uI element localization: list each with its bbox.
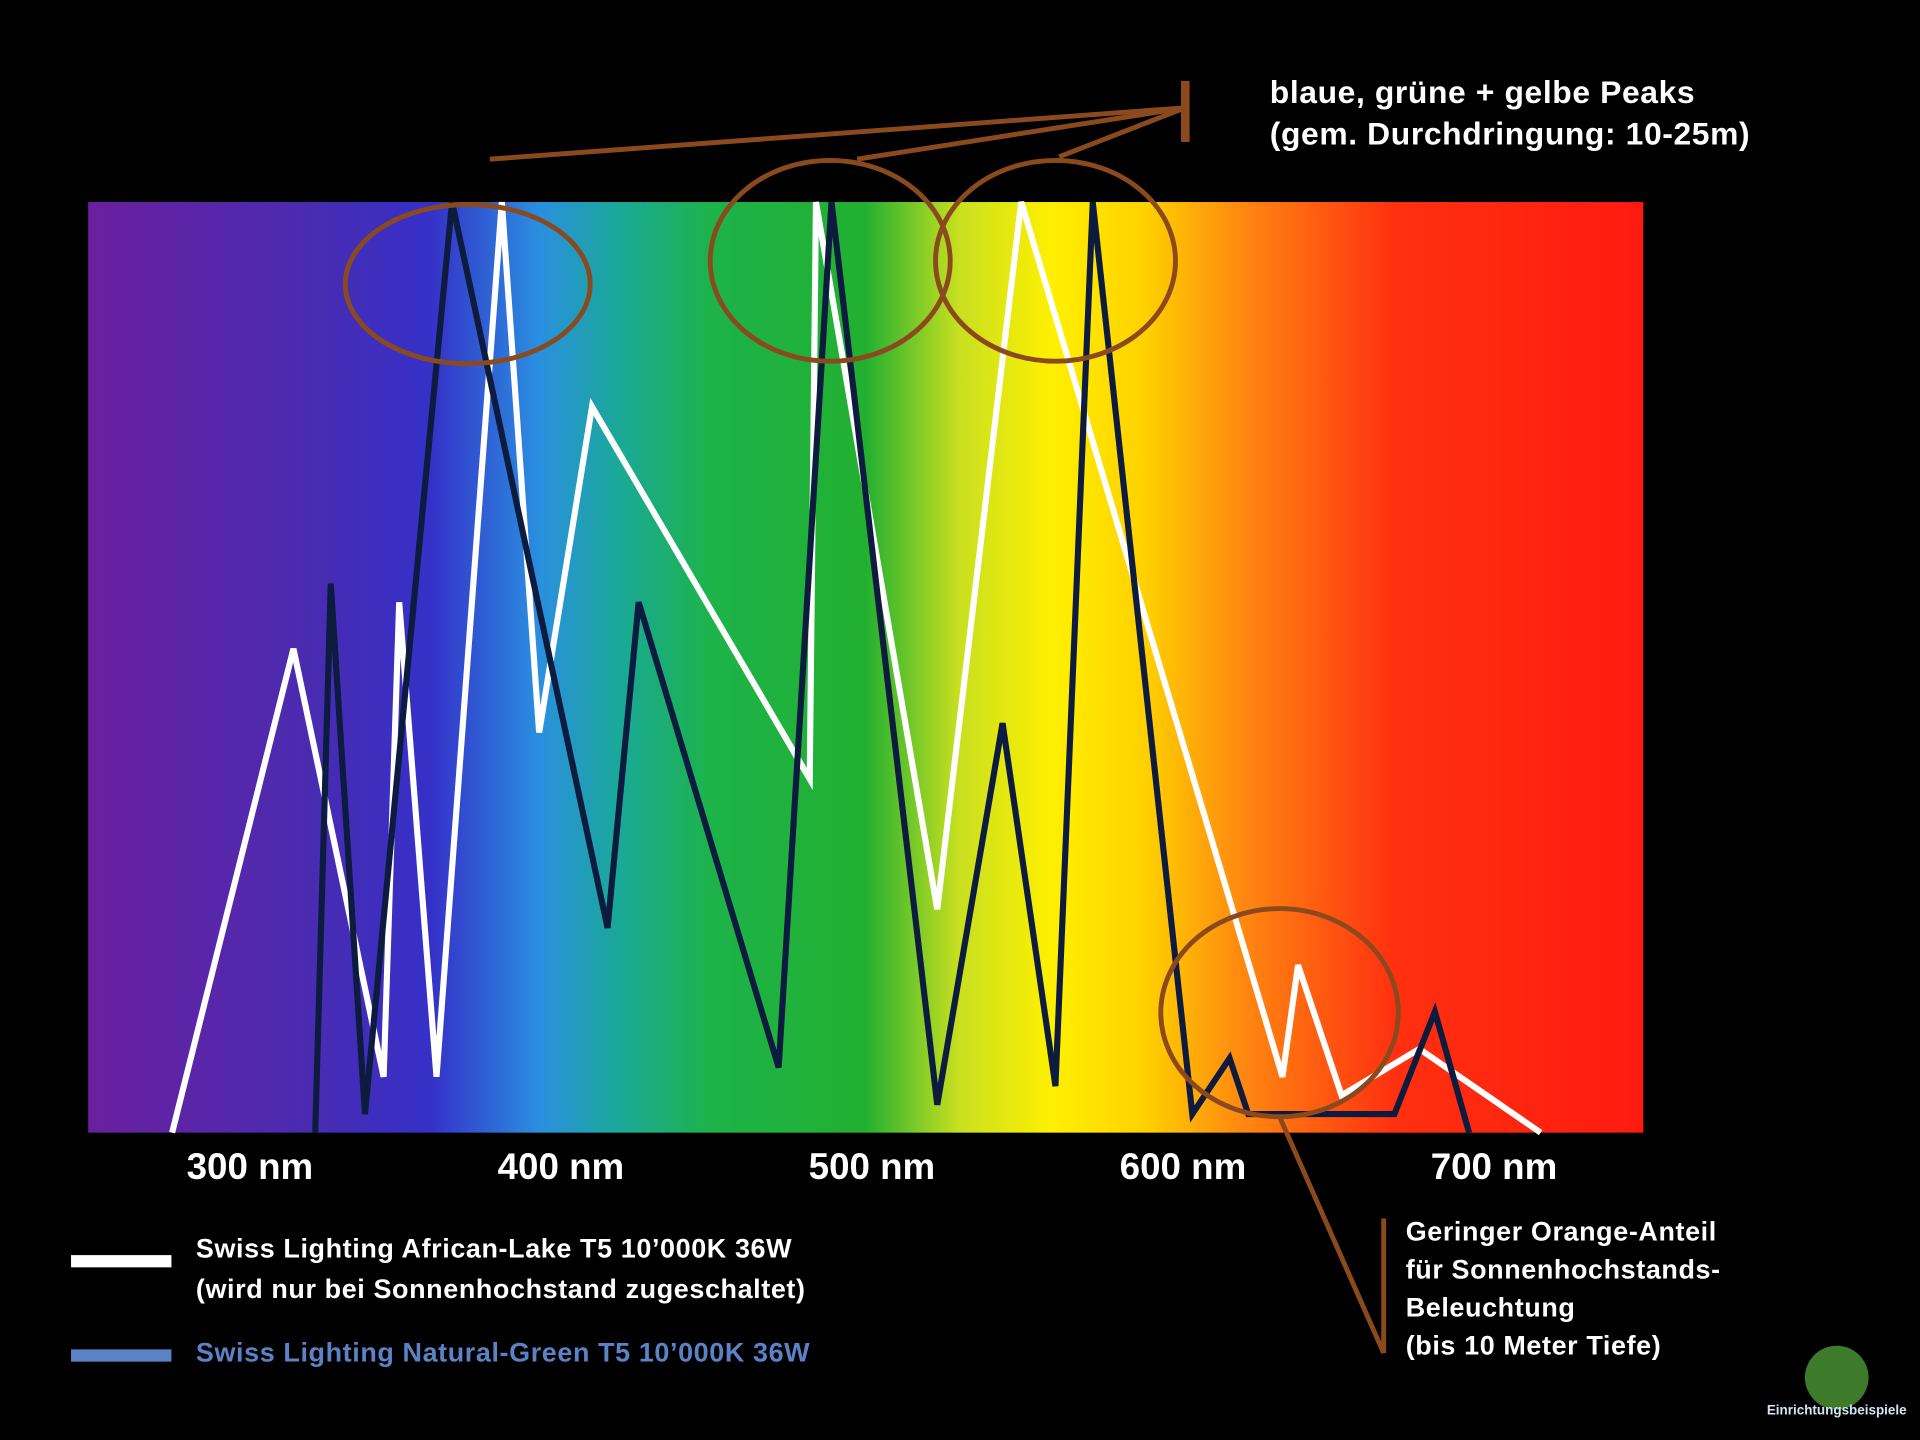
annotation-shapes — [342, 80, 1401, 1355]
annotation-text: Geringer Orange-Anteil — [1406, 1216, 1717, 1246]
x-tick-label: 300 nm — [187, 1146, 314, 1187]
legend-label: Swiss Lighting Natural-Green T5 10’000K … — [196, 1338, 810, 1368]
connector — [1277, 1115, 1386, 1355]
connector — [856, 105, 1186, 162]
annotation-text: (bis 10 Meter Tiefe) — [1406, 1330, 1662, 1360]
highlight-circle — [933, 157, 1178, 364]
annotation-text: Beleuchtung — [1406, 1292, 1576, 1322]
watermark-logo — [1804, 1345, 1869, 1410]
legend-swatch — [71, 1349, 172, 1362]
highlight-circle — [342, 202, 593, 367]
x-tick-label: 600 nm — [1120, 1146, 1247, 1187]
legend-note: (wird nur bei Sonnenhochstand zugeschalt… — [196, 1274, 806, 1304]
series-line — [169, 201, 1543, 1136]
legend-label: Swiss Lighting African-Lake T5 10’000K 3… — [196, 1234, 792, 1264]
connector — [1058, 105, 1187, 160]
labels: 300 nm 400 nm 500 nm 600 nm 700 nm Swiss Ligh… — [71, 74, 1907, 1417]
connector — [489, 105, 1186, 162]
watermark: Einrichtungsbeispiele — [1767, 1402, 1907, 1417]
annotation-text: für Sonnenhochstands- — [1406, 1254, 1721, 1284]
annotation-text: blaue, grüne + gelbe Peaks — [1270, 74, 1695, 110]
legend-swatch — [71, 1255, 172, 1268]
highlight-circle — [707, 157, 953, 364]
annotation-text: (gem. Durchdringung: 10-25m) — [1270, 115, 1750, 151]
x-tick-label: 700 nm — [1431, 1146, 1558, 1187]
x-tick-label: 500 nm — [809, 1146, 936, 1187]
plot — [169, 201, 1543, 1136]
series-line — [312, 201, 1473, 1134]
x-tick-label: 400 nm — [498, 1146, 625, 1187]
